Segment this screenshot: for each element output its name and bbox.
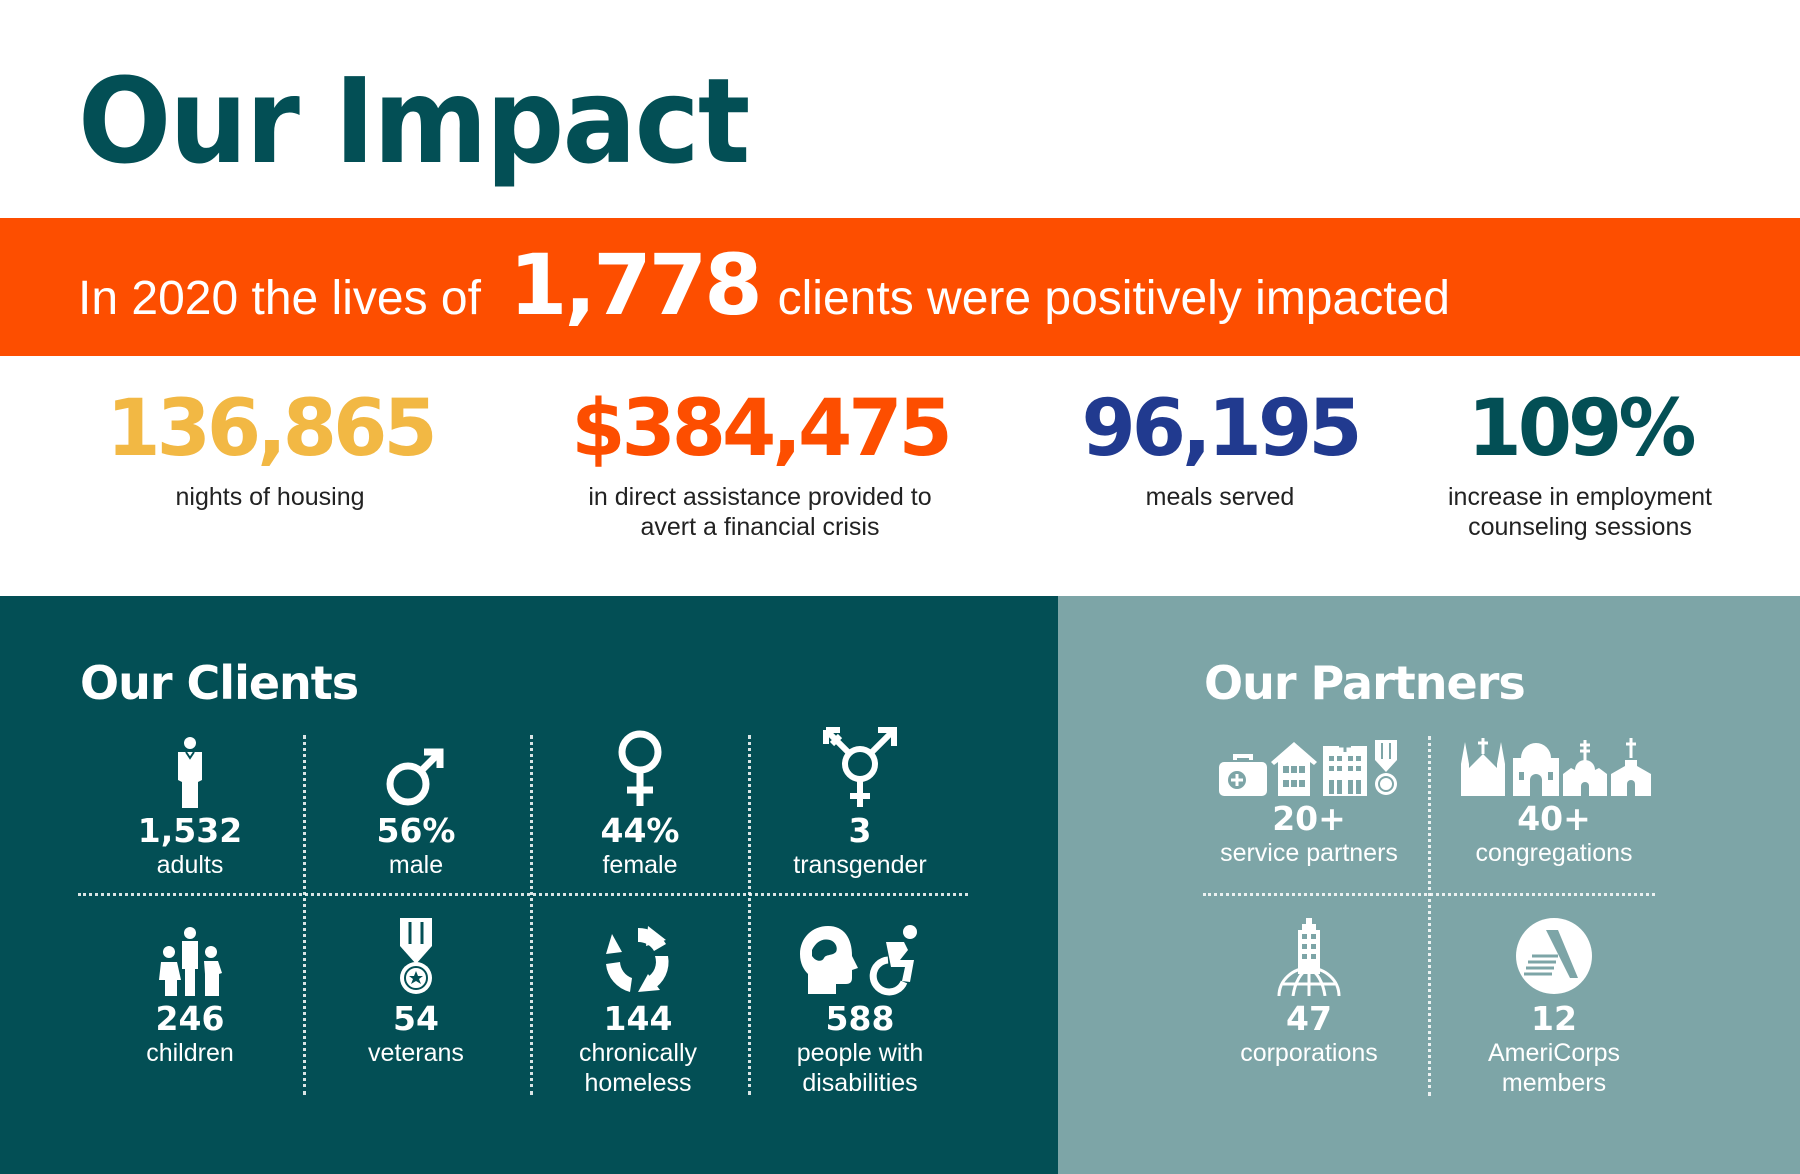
partner-stat-americorps: 12 AmeriCorps members bbox=[1443, 914, 1665, 1098]
client-stat-label: people with disabilities bbox=[750, 1038, 970, 1098]
stat-meals-served: 96,195 meals served bbox=[1040, 390, 1400, 512]
brain-head-icon bbox=[800, 926, 858, 994]
client-stat-label: transgender bbox=[793, 851, 927, 879]
female-symbol-icon bbox=[618, 730, 662, 806]
stat-label-line: increase in employment bbox=[1447, 483, 1712, 511]
client-stat-value: 1,532 bbox=[137, 811, 243, 850]
transgender-symbol-icon bbox=[823, 727, 897, 807]
partner-stat-corporations: 47 corporations bbox=[1188, 914, 1430, 1068]
client-stat-label: female bbox=[602, 851, 678, 879]
client-stat-value: 3 bbox=[848, 811, 872, 850]
stat-employment-counseling: 109% increase in employment counseling s… bbox=[1420, 390, 1740, 542]
stat-label: in direct assistance provided to avert a… bbox=[515, 482, 1005, 542]
stat-value: 96,195 bbox=[1081, 384, 1363, 474]
label-line: homeless bbox=[584, 1069, 692, 1097]
cathedral-icon bbox=[1461, 738, 1505, 796]
partner-stat-label: congregations bbox=[1475, 839, 1633, 867]
client-stat-veterans: 54 veterans bbox=[306, 914, 526, 1068]
clients-title: Our Clients bbox=[80, 656, 359, 710]
client-stat-adults: 1,532 adults bbox=[80, 726, 300, 880]
client-stat-disabilities: 588 people with disabilities bbox=[750, 914, 970, 1098]
hospital-icon bbox=[1323, 740, 1367, 796]
label-line: members bbox=[1501, 1069, 1607, 1097]
page-title: Our Impact bbox=[78, 52, 750, 190]
stat-label-line: avert a financial crisis bbox=[640, 513, 880, 541]
corporate-building-globe-icon bbox=[1277, 918, 1341, 996]
banner-client-count: 1,778 bbox=[508, 236, 763, 334]
partner-stat-value: 12 bbox=[1531, 999, 1577, 1038]
label-line: disabilities bbox=[802, 1069, 918, 1097]
client-stat-label: veterans bbox=[368, 1039, 464, 1067]
medical-kit-icon bbox=[1219, 754, 1267, 796]
stat-label: nights of housing bbox=[175, 483, 365, 511]
military-medal-icon bbox=[400, 918, 432, 994]
client-stat-value: 144 bbox=[603, 999, 673, 1038]
client-stat-value: 246 bbox=[155, 999, 225, 1038]
label-line: people with bbox=[796, 1039, 924, 1067]
divider bbox=[303, 735, 306, 1095]
partner-stat-label: corporations bbox=[1240, 1039, 1378, 1067]
partner-stat-service-partners: 20+ service partners bbox=[1188, 714, 1430, 868]
clients-panel: Our Clients 1,532 adults 56% male 44% fe… bbox=[0, 596, 1058, 1174]
wheelchair-accessible-icon bbox=[869, 925, 917, 996]
house-icon bbox=[1271, 742, 1317, 796]
stat-label-line: counseling sessions bbox=[1468, 513, 1692, 541]
stat-label: increase in employment counseling sessio… bbox=[1420, 482, 1740, 542]
client-stat-label: chronically homeless bbox=[528, 1038, 748, 1098]
partners-panel: Our Partners 20+ service partners 40+ co… bbox=[1058, 596, 1800, 1174]
chapel-icon bbox=[1611, 738, 1651, 796]
client-stat-value: 56% bbox=[376, 811, 456, 850]
divider bbox=[1428, 736, 1431, 1096]
divider bbox=[78, 893, 968, 896]
male-symbol-icon bbox=[386, 748, 444, 806]
banner-prefix: In 2020 the lives of bbox=[78, 272, 481, 325]
banner-suffix: clients were positively impacted bbox=[777, 272, 1450, 325]
client-stat-male: 56% male bbox=[306, 726, 526, 880]
basilica-icon bbox=[1513, 743, 1559, 796]
label-line: AmeriCorps bbox=[1488, 1039, 1620, 1067]
partner-stat-value: 40+ bbox=[1517, 799, 1591, 838]
stat-value: 109% bbox=[1467, 384, 1697, 474]
client-stat-chronically-homeless: 144 chronically homeless bbox=[528, 914, 748, 1098]
adult-person-icon bbox=[178, 737, 202, 808]
client-stat-value: 54 bbox=[393, 999, 439, 1038]
label-line: chronically bbox=[578, 1039, 698, 1067]
client-stat-label: adults bbox=[156, 851, 224, 879]
partner-stat-congregations: 40+ congregations bbox=[1441, 714, 1667, 868]
stat-value: $384,475 bbox=[571, 384, 953, 474]
cycle-arrows-icon bbox=[606, 926, 669, 992]
client-stat-value: 588 bbox=[825, 999, 895, 1038]
stat-label-line: in direct assistance provided to bbox=[588, 483, 932, 511]
client-stat-children: 246 children bbox=[80, 914, 300, 1068]
client-stat-label: male bbox=[388, 851, 444, 879]
partner-stat-value: 20+ bbox=[1272, 799, 1346, 838]
impact-banner bbox=[0, 218, 1800, 356]
stat-label: meals served bbox=[1145, 483, 1295, 511]
client-stat-label: children bbox=[146, 1039, 234, 1067]
stat-nights-of-housing: 136,865 nights of housing bbox=[60, 390, 480, 512]
americorps-logo-icon bbox=[1516, 918, 1592, 994]
client-stat-transgender: 3 transgender bbox=[750, 726, 970, 880]
divider bbox=[530, 735, 533, 1095]
medal-icon bbox=[1375, 740, 1397, 795]
stat-value: 136,865 bbox=[106, 384, 437, 474]
partners-title: Our Partners bbox=[1204, 656, 1526, 710]
client-stat-value: 44% bbox=[600, 811, 680, 850]
divider bbox=[1203, 893, 1655, 896]
partner-stat-value: 47 bbox=[1286, 999, 1332, 1038]
orthodox-church-icon bbox=[1563, 740, 1607, 796]
family-children-icon bbox=[159, 927, 222, 996]
stat-direct-assistance: $384,475 in direct assistance provided t… bbox=[515, 390, 1005, 542]
impact-banner-text: In 2020 the lives of 1,778 clients were … bbox=[78, 236, 1450, 346]
partner-stat-label: service partners bbox=[1220, 839, 1398, 867]
partner-stat-label: AmeriCorps members bbox=[1443, 1038, 1665, 1098]
client-stat-female: 44% female bbox=[530, 726, 750, 880]
divider bbox=[748, 735, 751, 1095]
